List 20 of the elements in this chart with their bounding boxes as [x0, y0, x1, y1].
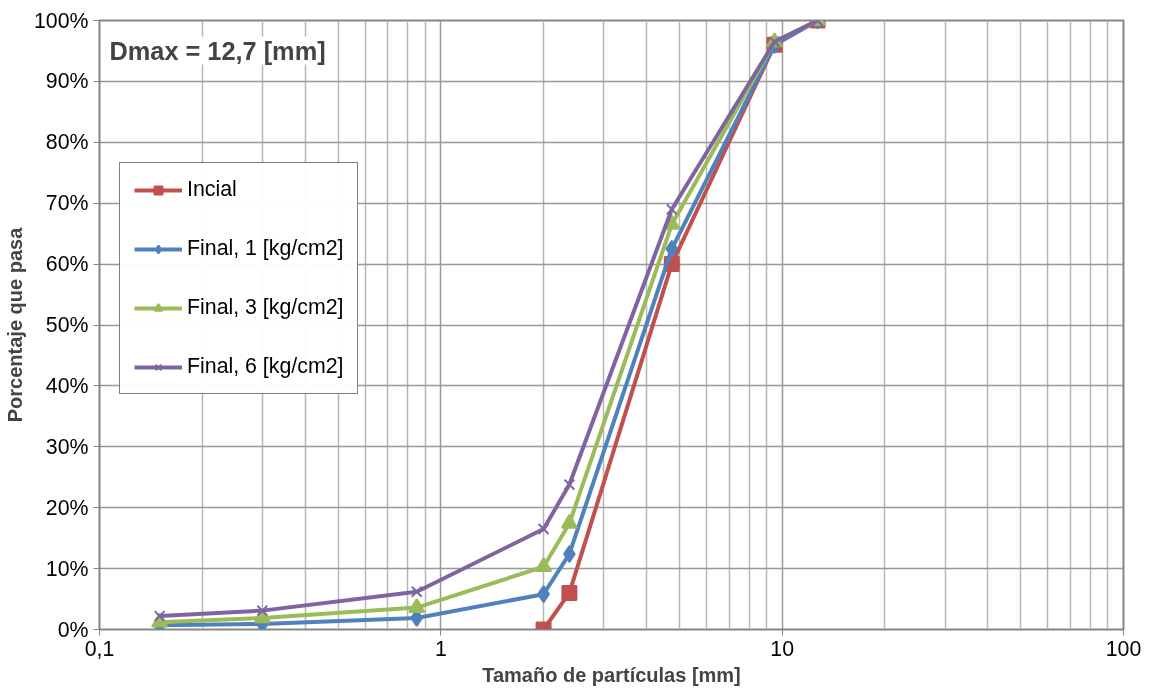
- y-tick-label: 70%: [45, 191, 89, 216]
- legend-label: Incial: [187, 177, 237, 202]
- legend-label: Final, 1 [kg/cm2]: [187, 236, 344, 261]
- annotation: Dmax = 12,7 [mm]: [109, 36, 326, 65]
- x-tick-label: 100: [1105, 636, 1142, 661]
- legend-label: Final, 3 [kg/cm2]: [187, 295, 344, 320]
- y-tick-label: 30%: [45, 434, 89, 459]
- y-tick-label: 60%: [45, 252, 89, 277]
- y-tick-label: 20%: [45, 495, 89, 520]
- legend-label: Final, 6 [kg/cm2]: [187, 354, 344, 379]
- y-tick-label: 50%: [45, 313, 89, 337]
- y-tick-label: 80%: [45, 130, 89, 155]
- y-tick-label: 100%: [33, 8, 89, 33]
- x-tick-label: 1: [434, 636, 447, 661]
- y-axis-title: Porcentaje que pasa: [3, 226, 26, 423]
- y-tick-label: 10%: [45, 556, 89, 581]
- x-axis-title: Tamaño de partículas [mm]: [482, 663, 741, 686]
- x-tick-label: 10: [770, 636, 795, 661]
- y-tick-label: 40%: [45, 373, 89, 398]
- y-tick-label: 90%: [45, 69, 89, 94]
